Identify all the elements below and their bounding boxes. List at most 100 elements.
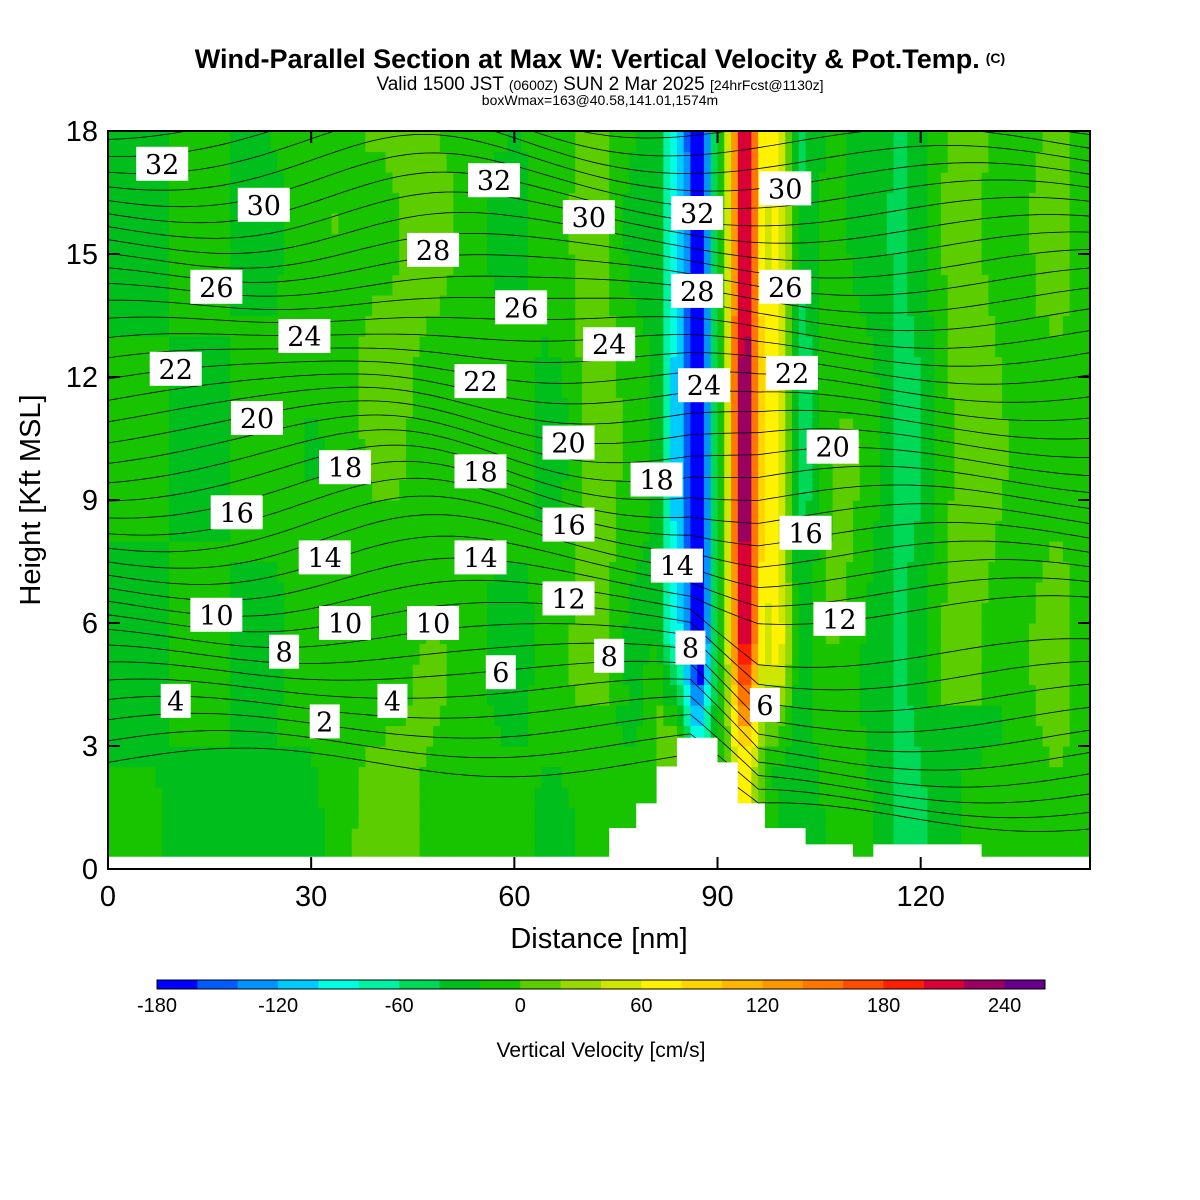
velocity-cell (541, 643, 549, 665)
velocity-cell (223, 479, 231, 501)
velocity-cell (534, 336, 543, 358)
velocity-cell (534, 582, 543, 604)
velocity-cell (1008, 295, 1017, 317)
velocity-cell (717, 418, 725, 440)
velocity-cell (189, 787, 197, 809)
velocity-cell (405, 725, 414, 747)
velocity-cell (731, 192, 739, 214)
velocity-cell (365, 315, 373, 337)
velocity-cell (405, 151, 414, 173)
velocity-cell (995, 623, 1003, 645)
velocity-cell (866, 315, 874, 337)
velocity-cell (974, 541, 983, 563)
velocity-cell (114, 336, 123, 358)
velocity-cell (934, 172, 942, 194)
velocity-cell (683, 725, 692, 747)
velocity-cell (209, 582, 217, 604)
velocity-cell (1015, 438, 1023, 460)
velocity-cell (913, 274, 922, 296)
velocity-cell (466, 438, 475, 460)
velocity-cell (825, 397, 834, 419)
velocity-cell (128, 541, 136, 563)
velocity-cell (886, 213, 895, 235)
velocity-cell (412, 582, 421, 604)
velocity-cell (771, 295, 780, 317)
velocity-cell (453, 397, 461, 419)
velocity-cell (595, 787, 603, 809)
velocity-cell (446, 438, 454, 460)
velocity-cell (873, 356, 881, 378)
velocity-cell (582, 274, 590, 296)
velocity-cell (433, 807, 441, 829)
velocity-cell (317, 192, 326, 214)
velocity-cell (615, 377, 624, 399)
velocity-cell (1029, 807, 1037, 829)
velocity-cell (121, 766, 129, 788)
velocity-cell (168, 459, 177, 481)
velocity-cell (1029, 664, 1037, 686)
velocity-cell (602, 479, 610, 501)
velocity-cell (832, 787, 841, 809)
velocity-cell (548, 397, 556, 419)
velocity-cell (724, 684, 732, 706)
velocity-cell (338, 397, 346, 419)
velocity-cell (256, 295, 265, 317)
velocity-cell (690, 725, 698, 747)
velocity-cell (792, 746, 800, 768)
velocity-cell (541, 684, 549, 706)
velocity-cell (494, 520, 502, 542)
velocity-cell (568, 131, 576, 153)
velocity-cell (703, 356, 712, 378)
velocity-cell (981, 500, 990, 522)
velocity-cell (609, 459, 617, 481)
velocity-cell (378, 397, 387, 419)
velocity-cell (1035, 213, 1044, 235)
velocity-cell (108, 807, 116, 829)
velocity-cell (317, 397, 326, 419)
velocity-cell (527, 828, 536, 850)
velocity-cell (880, 418, 888, 440)
velocity-cell (602, 602, 610, 624)
velocity-cell (141, 561, 150, 583)
velocity-cell (1008, 131, 1017, 153)
velocity-cell (168, 746, 177, 768)
velocity-cell (832, 459, 841, 481)
velocity-cell (331, 233, 339, 255)
velocity-cell (839, 459, 847, 481)
velocity-cell (541, 377, 549, 399)
velocity-cell (372, 828, 380, 850)
velocity-cell (439, 315, 448, 337)
velocity-cell (412, 315, 421, 337)
velocity-cell (345, 500, 353, 522)
velocity-cell (541, 561, 549, 583)
velocity-cell (615, 315, 624, 337)
velocity-cell (649, 192, 658, 214)
velocity-cell (338, 500, 346, 522)
velocity-cell (968, 356, 976, 378)
velocity-cell (121, 233, 129, 255)
velocity-cell (676, 418, 685, 440)
velocity-cell (615, 582, 624, 604)
velocity-cell (426, 520, 434, 542)
velocity-cell (405, 479, 414, 501)
velocity-cell (392, 500, 400, 522)
velocity-cell (399, 131, 407, 153)
velocity-cell (710, 315, 719, 337)
velocity-cell (683, 459, 692, 481)
velocity-cell (792, 254, 800, 276)
velocity-cell (405, 705, 414, 727)
velocity-cell (141, 807, 150, 829)
velocity-cell (392, 623, 400, 645)
velocity-cell (514, 561, 522, 583)
velocity-cell (988, 561, 996, 583)
velocity-cell (832, 397, 841, 419)
velocity-cell (229, 192, 238, 214)
velocity-cell (934, 377, 942, 399)
velocity-cell (1001, 664, 1010, 686)
velocity-cell (927, 541, 935, 563)
velocity-cell (798, 418, 807, 440)
velocity-cell (378, 561, 387, 583)
velocity-cell (764, 643, 773, 665)
velocity-cell (974, 705, 983, 727)
velocity-cell (941, 828, 949, 850)
